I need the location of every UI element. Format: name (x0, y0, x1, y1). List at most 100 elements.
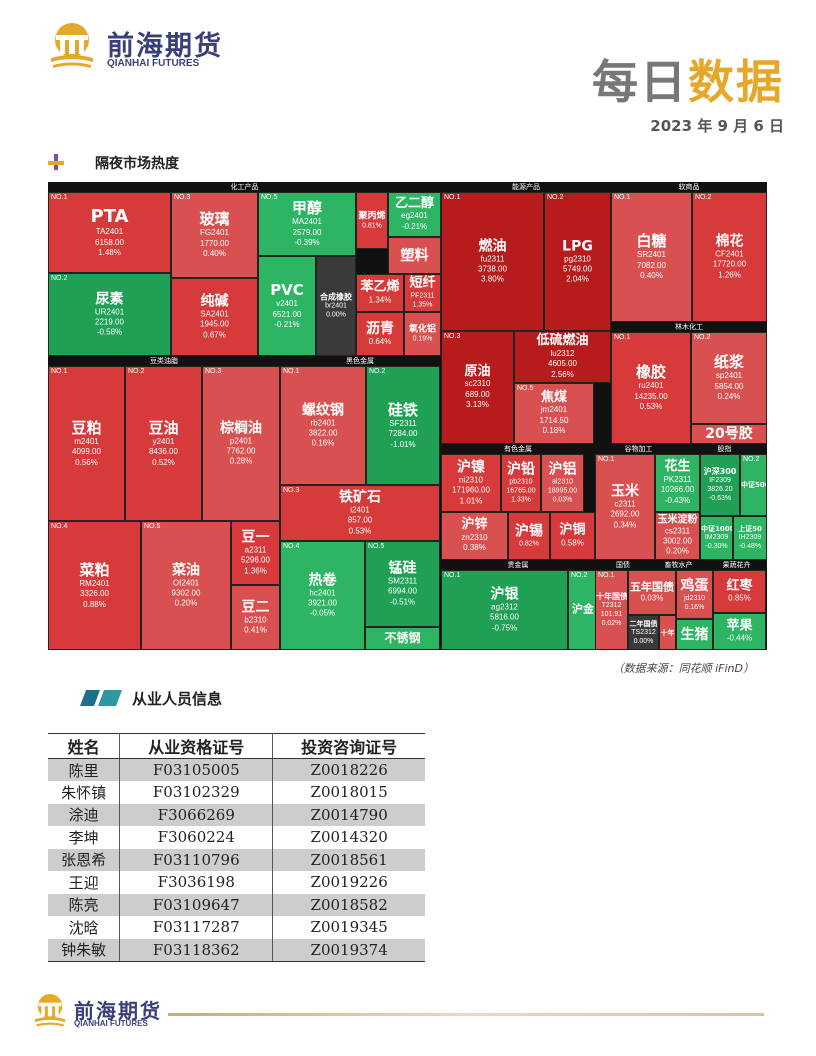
heatmap-cell[interactable]: NO.1 十年国债 T2312 101.91 0.02% (595, 570, 628, 650)
heatmap-cell[interactable]: 塑料 (388, 237, 441, 274)
heatmap-cell-rank: NO.4 (51, 523, 68, 530)
heatmap-cell[interactable]: 中证1000 IM2309 -0.30% (700, 516, 733, 560)
staff-table-cell: F03105005 (119, 758, 274, 781)
heatmap-cell[interactable]: NO.3 原油 sc2310 689.00 3.13% (441, 331, 514, 444)
heatmap-cell[interactable]: 玉米淀粉 cs2311 3002.00 0.20% (655, 512, 700, 560)
staff-table-cell: F03102329 (119, 781, 274, 804)
heatmap-group-label: 畜牧水产 (651, 560, 706, 570)
staff-table-cell: 沈晗 (48, 916, 121, 939)
staff-table-cell: F3060224 (119, 826, 274, 849)
heatmap-cell-rank: NO.2 (51, 275, 68, 282)
heatmap-cell-info: ni2310 171960.00 1.01% (452, 475, 490, 506)
heatmap-cell-info: IF2309 3826.20 -0.63% (707, 476, 733, 503)
heatmap-cell-rank: NO.1 (614, 194, 631, 201)
staff-table-row: 涂迪 F3066269 Z0014790 (48, 803, 425, 826)
heatmap-cell[interactable]: NO.3 玻璃 FG2401 1770.00 0.40% (171, 192, 258, 278)
heatmap-cell-info: RM2401 3326.00 0.88% (79, 578, 110, 609)
heatmap-cell[interactable]: NO.4 热卷 hc2401 3921.00 -0.05% (280, 541, 365, 650)
heatmap-cell-name: 螺纹钢 (302, 401, 344, 418)
heatmap-cell[interactable]: NO.5 菜油 OI2401 9302.00 0.20% (141, 521, 231, 650)
heatmap-cell-name: 豆粕 (71, 418, 102, 437)
heatmap-cell[interactable]: NO.1 玉米 c2311 2692.00 0.34% (595, 454, 655, 560)
heatmap-cell-name: 棉花 (715, 233, 744, 250)
heatmap-cell[interactable]: 苹果 -0.44% (713, 613, 766, 650)
data-source-note: （数据来源：同花顺 iFinD） (612, 662, 754, 675)
staff-table-row: 李坤 F3060224 Z0014320 (48, 826, 425, 849)
heatmap-cell-name: 聚丙烯 (358, 210, 386, 221)
heatmap-cell[interactable]: 五年国债 0.03% (628, 570, 676, 615)
heatmap-cell[interactable]: 沪深300 IF2309 3826.20 -0.63% (700, 454, 740, 516)
staff-table-cell: 陈亮 (48, 893, 121, 916)
heatmap-cell[interactable]: NO.1 燃油 fu2311 3738.00 3.80% (441, 192, 544, 331)
heatmap-cell[interactable]: 鸡蛋 jd2310 0.16% (676, 570, 713, 619)
heatmap-cell-info: al2310 18995.00 0.03% (547, 478, 578, 504)
heatmap-cell[interactable]: 合成橡胶 br2401 0.00% (316, 256, 356, 356)
heatmap-cell[interactable]: 沪铅 pb2310 16765.00 1.33% (501, 454, 541, 512)
heatmap-cell-name: LPG (562, 237, 593, 254)
heatmap-cell[interactable]: NO.1 豆粕 m2401 4099.00 0.56% (48, 366, 125, 521)
heatmap-cell[interactable]: 纯碱 SA2401 1945.00 0.67% (171, 278, 258, 356)
heatmap-cell[interactable]: 十年 (659, 615, 676, 650)
heatmap-cell[interactable]: 聚丙烯 0.81% (356, 192, 388, 249)
heatmap-cell[interactable]: 短纤 PF2311 1.35% (404, 274, 441, 312)
heatmap-cell[interactable]: 豆一 a2311 5296.00 1.36% (231, 521, 280, 585)
heatmap-cell-rank: NO.1 (51, 368, 68, 375)
heatmap-cell-rank: NO.2 (743, 456, 760, 463)
heatmap-cell[interactable]: PVC v2401 6521.00 -0.21% (258, 256, 316, 356)
heatmap-cell[interactable]: 苯乙烯 1.34% (356, 274, 404, 312)
heatmap-cell[interactable]: NO.3 棕榈油 p2401 7762.00 0.28% (202, 366, 280, 521)
heatmap-cell[interactable]: NO.1 螺纹钢 rb2401 3822.00 0.16% (280, 366, 366, 485)
heatmap-cell[interactable]: 沪铝 al2310 18995.00 0.03% (541, 454, 584, 512)
heatmap-cell-name: 沪铜 (559, 522, 586, 538)
heatmap-cell-name: 菜油 (172, 561, 200, 578)
heatmap-cell[interactable]: NO.1 橡胶 ru2401 14235.00 0.53% (611, 332, 691, 444)
staff-table-cell: 涂迪 (48, 803, 121, 826)
heatmap-cell[interactable]: 20号胶 (691, 424, 767, 444)
heatmap-cell[interactable]: 二年国债 TS2312 0.00% (628, 615, 659, 650)
heatmap-cell[interactable]: NO.2 LPG pg2310 5749.00 2.04% (544, 192, 611, 331)
heatmap-cell-name: 沪金 (572, 602, 594, 616)
heatmap-cell[interactable]: NO.2 中证500 (740, 454, 767, 516)
heatmap-cell-info: pg2310 5749.00 2.04% (563, 253, 592, 284)
heatmap-cell[interactable]: NO.3 铁矿石 i2401 857.00 0.53% (280, 485, 440, 541)
heatmap-cell[interactable]: NO.1 白糖 SR2401 7082.00 0.40% (611, 192, 692, 322)
heatmap-cell[interactable]: 沥青 0.64% (356, 312, 404, 356)
heatmap-cell[interactable]: NO.2 尿素 UR2401 2219.00 -0.58% (48, 273, 171, 356)
heatmap-cell[interactable]: 豆二 b2310 0.41% (231, 585, 280, 650)
heatmap-cell[interactable]: 上证50 IH2309 -0.48% (733, 516, 767, 560)
heatmap-cell[interactable]: 沪锌 zn2310 0.38% (441, 512, 508, 560)
heatmap-cell[interactable]: NO.2 纸浆 sp2401 5854.00 0.24% (691, 332, 767, 424)
heatmap-cell[interactable]: NO.1 PTA TA2401 6158.00 1.48% (48, 192, 171, 273)
heatmap-cell-rank: NO.3 (283, 487, 300, 494)
heatmap-cell[interactable]: 生猪 (676, 619, 713, 650)
heatmap-cell[interactable]: NO.1 沪银 ag2312 5816.00 -0.75% (441, 570, 568, 650)
heatmap-cell-info: 1.34% (368, 295, 392, 305)
footer-brand-en: QIANHAI FUTURES (74, 1019, 148, 1028)
heatmap-cell-name: 塑料 (400, 247, 429, 264)
heatmap-cell[interactable]: NO.2 沪金 (568, 570, 598, 650)
heatmap-cell[interactable]: 氧化铝 0.19% (404, 312, 441, 356)
heatmap-cell-name: 沪深300 (703, 466, 737, 476)
heatmap-cell[interactable]: 低硫燃油 lu2312 4605.00 2.56% (514, 331, 611, 383)
heatmap-cell-name: 中证1000 (701, 524, 733, 533)
heatmap-cell-name: 白糖 (636, 231, 667, 250)
heatmap-cell[interactable]: 沪锡 0.82% (508, 512, 550, 560)
heatmap-cell[interactable]: 花生 PK2311 10266.00 -0.43% (655, 454, 700, 512)
heatmap-cell[interactable]: NO.5 锰硅 SM2311 6994.00 -0.51% (365, 541, 440, 627)
heatmap-cell-name: PVC (270, 280, 304, 299)
heatmap-cell[interactable]: 乙二醇 eg2401 -0.21% (388, 192, 441, 237)
heatmap-cell[interactable]: NO.2 豆油 y2401 8436.00 0.52% (125, 366, 202, 521)
heatmap-cell-name: 20号胶 (705, 425, 753, 442)
heatmap-cell[interactable]: 不锈钢 (365, 627, 440, 650)
heatmap-cell[interactable]: NO.4 菜粕 RM2401 3326.00 0.88% (48, 521, 141, 650)
heatmap-cell[interactable]: NO.2 硅铁 SF2311 7284.00 -1.01% (366, 366, 440, 485)
heatmap-cell-info: UR2401 2219.00 -0.58% (94, 306, 125, 337)
heatmap-cell[interactable]: 沪铜 0.58% (550, 512, 595, 560)
heatmap-cell[interactable]: NO.5 甲醇 MA2401 2579.00 -0.39% (258, 192, 356, 256)
heatmap-cell[interactable]: 红枣 0.85% (713, 570, 766, 613)
heatmap-cell-name: 二年国债 (629, 619, 658, 628)
heatmap-cell[interactable]: NO.2 棉花 CF2401 17720.00 1.26% (692, 192, 767, 322)
bullet-icon (48, 154, 64, 170)
heatmap-cell[interactable]: NO.5 焦煤 jm2401 1714.50 0.18% (514, 383, 594, 444)
heatmap-cell[interactable]: 沪镍 ni2310 171960.00 1.01% (441, 454, 501, 512)
